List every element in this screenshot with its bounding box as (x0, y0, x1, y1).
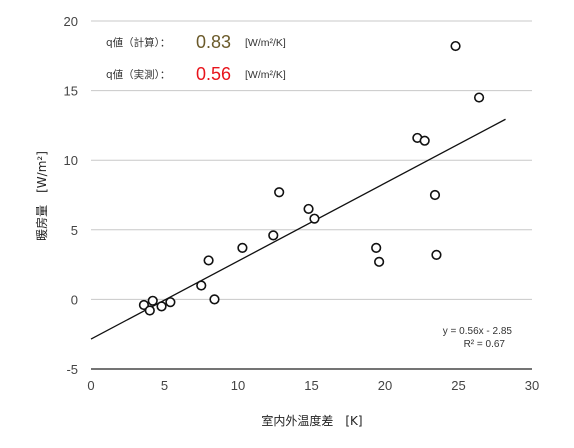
annotation-calc-value: 0.83 (196, 32, 231, 52)
y-tick-label: 0 (71, 292, 78, 307)
annotation-measured: q値（実測）： 0.56 [W/m²/K] (106, 64, 286, 84)
data-points (138, 40, 485, 316)
x-tick-label: 20 (378, 378, 392, 393)
y-tick-label: 10 (64, 153, 78, 168)
x-tick-label: 5 (161, 378, 168, 393)
data-point (431, 249, 442, 260)
data-point (374, 256, 385, 267)
y-axis-label: 暖房量 [W/m²] (34, 151, 49, 241)
grid-lines (91, 20, 532, 300)
annotation-measured-unit: [W/m²/K] (245, 69, 286, 81)
x-tick-label: 15 (304, 378, 318, 393)
annotation-calc: q値（計算）： 0.83 [W/m²/K] (106, 32, 286, 52)
data-point (196, 280, 207, 291)
data-point (165, 297, 176, 308)
data-point (144, 305, 155, 316)
r-squared: R² = 0.67 (464, 339, 506, 350)
data-point (237, 242, 248, 253)
data-point (147, 295, 158, 306)
data-point (419, 135, 430, 146)
y-tick-label: -5 (66, 362, 78, 377)
annotation-calc-label: q値（計算）： (106, 36, 170, 49)
y-tick-labels: -5 0 5 10 15 20 (64, 14, 78, 377)
x-tick-label: 0 (87, 378, 94, 393)
trend-equation: y = 0.56x - 2.85 (443, 326, 513, 337)
x-axis-label: 室内外温度差 [K] (261, 413, 362, 428)
annotation-measured-value: 0.56 (196, 64, 231, 84)
x-tick-label: 10 (231, 378, 245, 393)
data-point (209, 294, 220, 305)
data-point (156, 301, 167, 312)
data-point (274, 187, 285, 198)
data-point (371, 242, 382, 253)
y-tick-label: 5 (71, 223, 78, 238)
x-tick-labels: 0 5 10 15 20 25 30 (87, 378, 539, 393)
data-point (309, 213, 320, 224)
annotation-measured-label: q値（実測）： (106, 68, 170, 81)
data-point (268, 230, 279, 241)
x-tick-label: 25 (451, 378, 465, 393)
data-point (450, 40, 461, 52)
y-tick-label: 15 (64, 84, 78, 99)
annotation-calc-unit: [W/m²/K] (245, 37, 286, 49)
data-point (429, 189, 441, 201)
data-point (473, 92, 485, 103)
trendline (90, 118, 506, 340)
x-tick-label: 30 (525, 378, 539, 393)
y-tick-label: 20 (64, 14, 78, 29)
data-point (203, 255, 214, 266)
data-point (303, 203, 314, 215)
